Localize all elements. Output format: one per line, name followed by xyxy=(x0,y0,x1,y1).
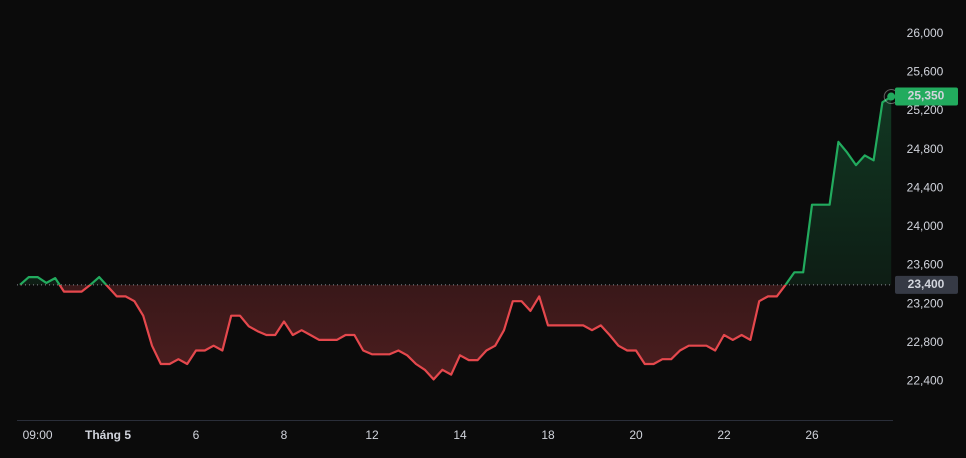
last-value-label: 25,350 xyxy=(908,89,945,103)
x-tick-label: 8 xyxy=(281,428,288,442)
x-tick-label: 14 xyxy=(453,428,467,442)
last-value-box xyxy=(895,87,958,106)
line-down xyxy=(20,284,787,381)
y-tick-label: 24,400 xyxy=(907,180,944,194)
y-tick-label: 23,200 xyxy=(907,296,944,310)
x-tick-label: 20 xyxy=(629,428,643,442)
y-tick-label: 25,600 xyxy=(907,65,944,79)
y-tick-label: 22,800 xyxy=(907,335,944,349)
x-tick-label: 18 xyxy=(541,428,555,442)
x-tick-label: Tháng 5 xyxy=(85,428,131,442)
y-tick-label: 26,000 xyxy=(907,26,944,40)
x-tick-label: 09:00 xyxy=(23,428,53,442)
x-tick-label: 26 xyxy=(805,428,819,442)
y-tick-label: 24,800 xyxy=(907,142,944,156)
x-tick-label: 6 xyxy=(193,428,200,442)
y-tick-label: 24,000 xyxy=(907,219,944,233)
baseline-label-box xyxy=(895,275,958,294)
y-tick-label: 25,200 xyxy=(907,103,944,117)
last-point xyxy=(887,92,896,101)
baseline-label: 23,400 xyxy=(908,277,945,291)
y-tick-label: 23,600 xyxy=(907,258,944,272)
x-tick-label: 12 xyxy=(365,428,379,442)
y-tick-label: 22,400 xyxy=(907,374,944,388)
x-tick-label: 22 xyxy=(717,428,731,442)
